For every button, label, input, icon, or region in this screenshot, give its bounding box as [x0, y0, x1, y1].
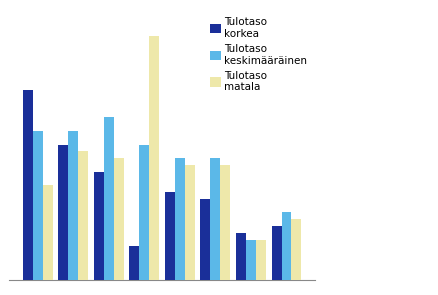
- Bar: [201, 199, 210, 280]
- Bar: [129, 246, 139, 280]
- Bar: [149, 36, 159, 280]
- Bar: [68, 131, 78, 280]
- Legend: Tulotaso
korkea, Tulotaso
keskimääräinen, Tulotaso
matala: Tulotaso korkea, Tulotaso keskimääräinen…: [207, 14, 310, 96]
- Bar: [42, 185, 53, 280]
- Bar: [33, 131, 42, 280]
- Bar: [185, 165, 195, 280]
- Bar: [139, 145, 149, 280]
- Bar: [58, 145, 68, 280]
- Bar: [104, 117, 114, 280]
- Bar: [220, 165, 230, 280]
- Bar: [236, 233, 246, 280]
- Bar: [282, 212, 291, 280]
- Bar: [94, 172, 104, 280]
- Bar: [256, 240, 266, 280]
- Bar: [210, 158, 220, 280]
- Bar: [246, 240, 256, 280]
- Bar: [272, 226, 282, 280]
- Bar: [165, 192, 175, 280]
- Bar: [78, 151, 88, 280]
- Bar: [175, 158, 185, 280]
- Bar: [114, 158, 124, 280]
- Bar: [291, 219, 301, 280]
- Bar: [23, 90, 33, 280]
